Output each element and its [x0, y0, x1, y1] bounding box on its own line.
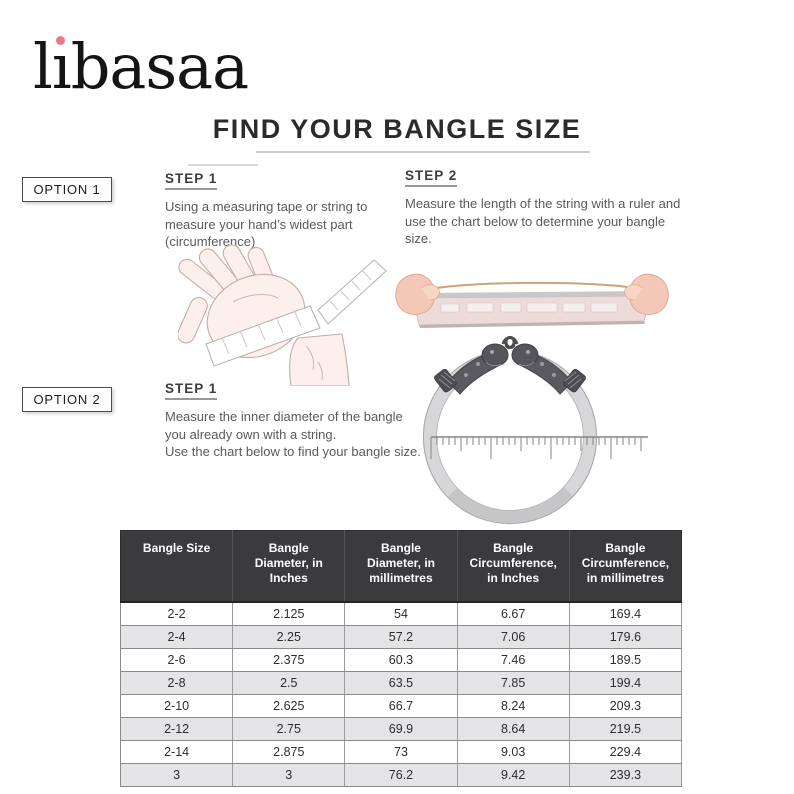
table-cell: 2-12 [119, 717, 234, 741]
table-cell: 7.06 [457, 625, 570, 649]
logo-rest: basaa [70, 30, 249, 103]
decor-line [188, 164, 258, 166]
option-2-badge: OPTION 2 [22, 387, 112, 412]
option2-step1: STEP 1 Measure the inner diameter of the… [165, 380, 427, 461]
option-1-label: OPTION 1 [33, 182, 101, 197]
option1-step1-heading: STEP 1 [165, 171, 218, 190]
table-row: 2-10 2.625 66.7 8.24 209.3 [119, 694, 683, 718]
table-header-row: Bangle Size Bangle Diameter, in Inches B… [119, 530, 683, 603]
table-cell: 2-8 [119, 671, 234, 695]
left-pinching-hand [395, 273, 440, 315]
col-header-bangle-size: Bangle Size [119, 530, 234, 603]
table-cell: 54 [344, 602, 458, 626]
table-row: 2-6 2.375 60.3 7.46 189.5 [119, 648, 683, 672]
logo-pink-dot-icon [56, 36, 65, 45]
table-cell: 189.5 [569, 648, 683, 672]
option2-step1-heading: STEP 1 [165, 381, 218, 400]
option-2-label: OPTION 2 [33, 392, 101, 407]
table-cell: 2.625 [232, 694, 346, 718]
table-cell: 179.6 [569, 625, 683, 649]
table-cell: 169.4 [569, 602, 683, 626]
option-1-badge: OPTION 1 [22, 177, 112, 202]
table-cell: 9.03 [457, 740, 570, 764]
option1-step2-heading: STEP 2 [405, 168, 458, 187]
table-cell: 63.5 [344, 671, 458, 695]
table-cell: 2.5 [232, 671, 346, 695]
table-cell: 7.46 [457, 648, 570, 672]
table-cell: 2-2 [119, 602, 234, 626]
table-cell: 229.4 [569, 740, 683, 764]
table-cell: 2-6 [119, 648, 234, 672]
table-cell: 57.2 [344, 625, 458, 649]
table-row: 3 3 76.2 9.42 239.3 [119, 763, 683, 787]
bangle-ornament-right [504, 336, 586, 395]
table-cell: 2.125 [232, 602, 346, 626]
table-row: 2-4 2.25 57.2 7.06 179.6 [119, 625, 683, 649]
table-cell: 2-4 [119, 625, 234, 649]
table-cell: 73 [344, 740, 458, 764]
bangle-ornament-left [434, 336, 516, 395]
table-cell: 2-10 [119, 694, 234, 718]
option1-step2-text: Measure the length of the string with a … [405, 196, 681, 246]
table-cell: 66.7 [344, 694, 458, 718]
table-cell: 69.9 [344, 717, 458, 741]
bangle-size-chart: Bangle Size Bangle Diameter, in Inches B… [119, 530, 683, 787]
table-cell: 219.5 [569, 717, 683, 741]
col-header-circumference-mm: Bangle Circumference, in millimetres [569, 530, 683, 603]
table-cell: 2-14 [119, 740, 234, 764]
table-cell: 9.42 [457, 763, 570, 787]
table-cell: 8.24 [457, 694, 570, 718]
table-cell: 2.875 [232, 740, 346, 764]
table-row: 2-14 2.875 73 9.03 229.4 [119, 740, 683, 764]
table-row: 2-8 2.5 63.5 7.85 199.4 [119, 671, 683, 695]
option2-step1-text: Measure the inner diameter of the bangle… [165, 409, 421, 459]
table-cell: 8.64 [457, 717, 570, 741]
right-pinching-hand [624, 273, 669, 315]
table-cell: 2.25 [232, 625, 346, 649]
title-underline [256, 151, 590, 153]
option1-step1: STEP 1 Using a measuring tape or string … [165, 170, 395, 251]
table-cell: 60.3 [344, 648, 458, 672]
table-cell: 2.75 [232, 717, 346, 741]
table-row: 2-12 2.75 69.9 8.64 219.5 [119, 717, 683, 741]
col-header-diameter-mm: Bangle Diameter, in millimetres [344, 530, 458, 603]
table-cell: 76.2 [344, 763, 458, 787]
table-cell: 239.3 [569, 763, 683, 787]
table-cell: 7.85 [457, 671, 570, 695]
logo-letter-i: ı [51, 30, 72, 103]
hand-measuring-tape-illustration [178, 244, 387, 386]
col-header-diameter-inches: Bangle Diameter, in Inches [232, 530, 346, 603]
logo-letter-l: l [33, 30, 53, 103]
table-cell: 3 [119, 763, 234, 787]
table-cell: 199.4 [569, 671, 683, 695]
page-title: FIND YOUR BANGLE SIZE [212, 114, 582, 144]
table-cell: 2.375 [232, 648, 346, 672]
string-ruler-illustration [395, 273, 669, 328]
bangle-ruler-illustration [422, 336, 648, 525]
table-cell: 209.3 [569, 694, 683, 718]
brand-logo: lıbasaa [33, 22, 249, 112]
table-row: 2-2 2.125 54 6.67 169.4 [119, 602, 683, 626]
option1-step2: STEP 2 Measure the length of the string … [405, 167, 695, 248]
table-cell: 3 [232, 763, 346, 787]
option1-step1-text: Using a measuring tape or string to meas… [165, 199, 368, 249]
col-header-circumference-inches: Bangle Circumference, in Inches [457, 530, 570, 603]
table-cell: 6.67 [457, 602, 570, 626]
